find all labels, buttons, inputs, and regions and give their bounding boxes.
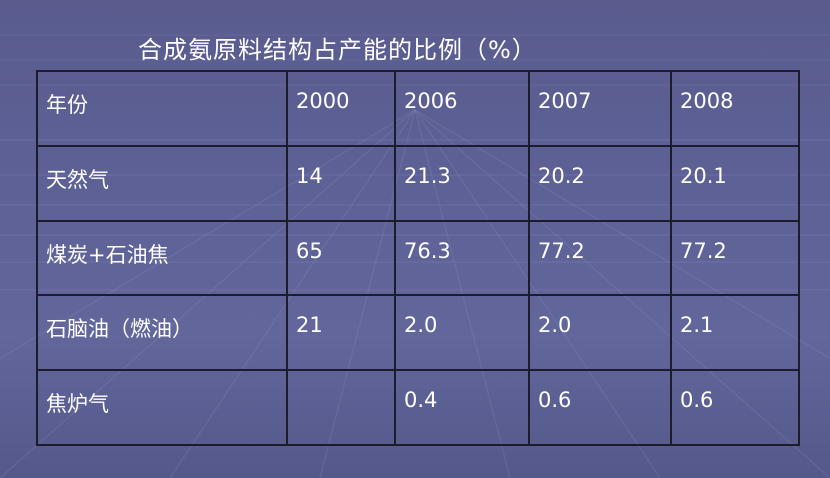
header-cell-2006: 2006 [394, 70, 530, 147]
header-cell-2007: 2007 [528, 70, 672, 147]
table-row: 焦炉气 0.4 0.6 0.6 [36, 369, 800, 446]
row-label: 天然气 [36, 144, 288, 222]
table-cell [286, 369, 396, 446]
table-cell: 20.1 [670, 144, 800, 222]
table-cell: 0.6 [670, 369, 800, 446]
table-cell: 65 [286, 219, 396, 297]
row-label: 煤炭+石油焦 [36, 219, 288, 297]
table-cell: 2.0 [528, 294, 672, 372]
header-cell-2000: 2000 [286, 70, 396, 147]
table-cell: 21.3 [394, 144, 530, 222]
header-row: 年份 2000 2006 2007 2008 [36, 70, 800, 147]
table-cell: 77.2 [670, 219, 800, 297]
table-cell: 2.1 [670, 294, 800, 372]
header-cell-2008: 2008 [670, 70, 800, 147]
table-cell: 77.2 [528, 219, 672, 297]
header-cell-label: 年份 [36, 70, 288, 147]
table-row: 煤炭+石油焦 65 76.3 77.2 77.2 [36, 219, 800, 297]
table-cell: 21 [286, 294, 396, 372]
row-label: 焦炉气 [36, 369, 288, 446]
table-row: 天然气 14 21.3 20.2 20.1 [36, 144, 800, 222]
table-cell: 14 [286, 144, 396, 222]
table-cell: 20.2 [528, 144, 672, 222]
table-cell: 0.4 [394, 369, 530, 446]
slide-title: 合成氨原料结构占产能的比例（%） [138, 36, 537, 64]
table-cell: 76.3 [394, 219, 530, 297]
row-label: 石脑油（燃油） [36, 294, 288, 372]
data-table: 年份 2000 2006 2007 2008 天然气 14 21.3 20.2 … [36, 70, 800, 446]
table-cell: 2.0 [394, 294, 530, 372]
table-cell: 0.6 [528, 369, 672, 446]
table-row: 石脑油（燃油） 21 2.0 2.0 2.1 [36, 294, 800, 372]
